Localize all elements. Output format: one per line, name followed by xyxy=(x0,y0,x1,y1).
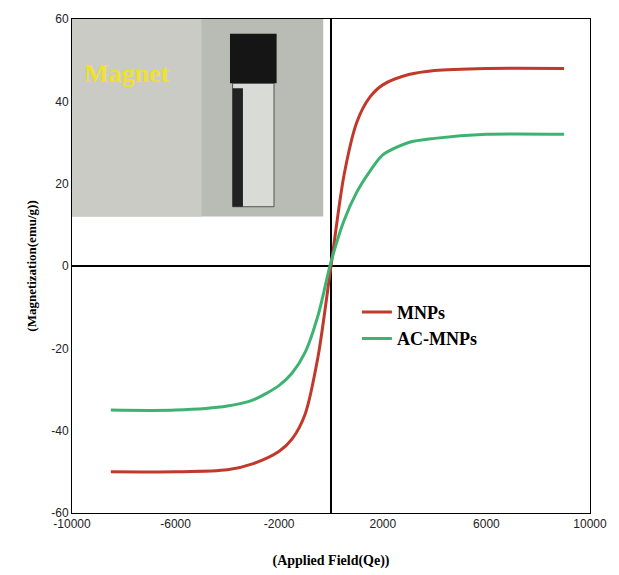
svg-text:AC-MNPs: AC-MNPs xyxy=(397,329,477,349)
svg-text:6000: 6000 xyxy=(473,517,500,531)
svg-text:MNPs: MNPs xyxy=(397,303,445,323)
svg-text:-2000: -2000 xyxy=(264,517,295,531)
svg-text:Magnet: Magnet xyxy=(84,59,170,88)
svg-text:-60: -60 xyxy=(51,506,69,520)
svg-text:(Magnetization(emu/g)): (Magnetization(emu/g)) xyxy=(24,200,39,331)
svg-text:40: 40 xyxy=(55,95,69,109)
svg-text:10000: 10000 xyxy=(573,517,607,531)
svg-text:20: 20 xyxy=(55,177,69,191)
svg-text:2000: 2000 xyxy=(369,517,396,531)
svg-text:-6000: -6000 xyxy=(160,517,191,531)
svg-text:(Applied Field(Qe)): (Applied Field(Qe)) xyxy=(272,553,389,569)
svg-text:-40: -40 xyxy=(51,424,69,438)
svg-text:-10000: -10000 xyxy=(53,517,91,531)
svg-text:0: 0 xyxy=(62,259,69,273)
svg-text:-20: -20 xyxy=(51,342,69,356)
svg-text:60: 60 xyxy=(55,12,69,26)
